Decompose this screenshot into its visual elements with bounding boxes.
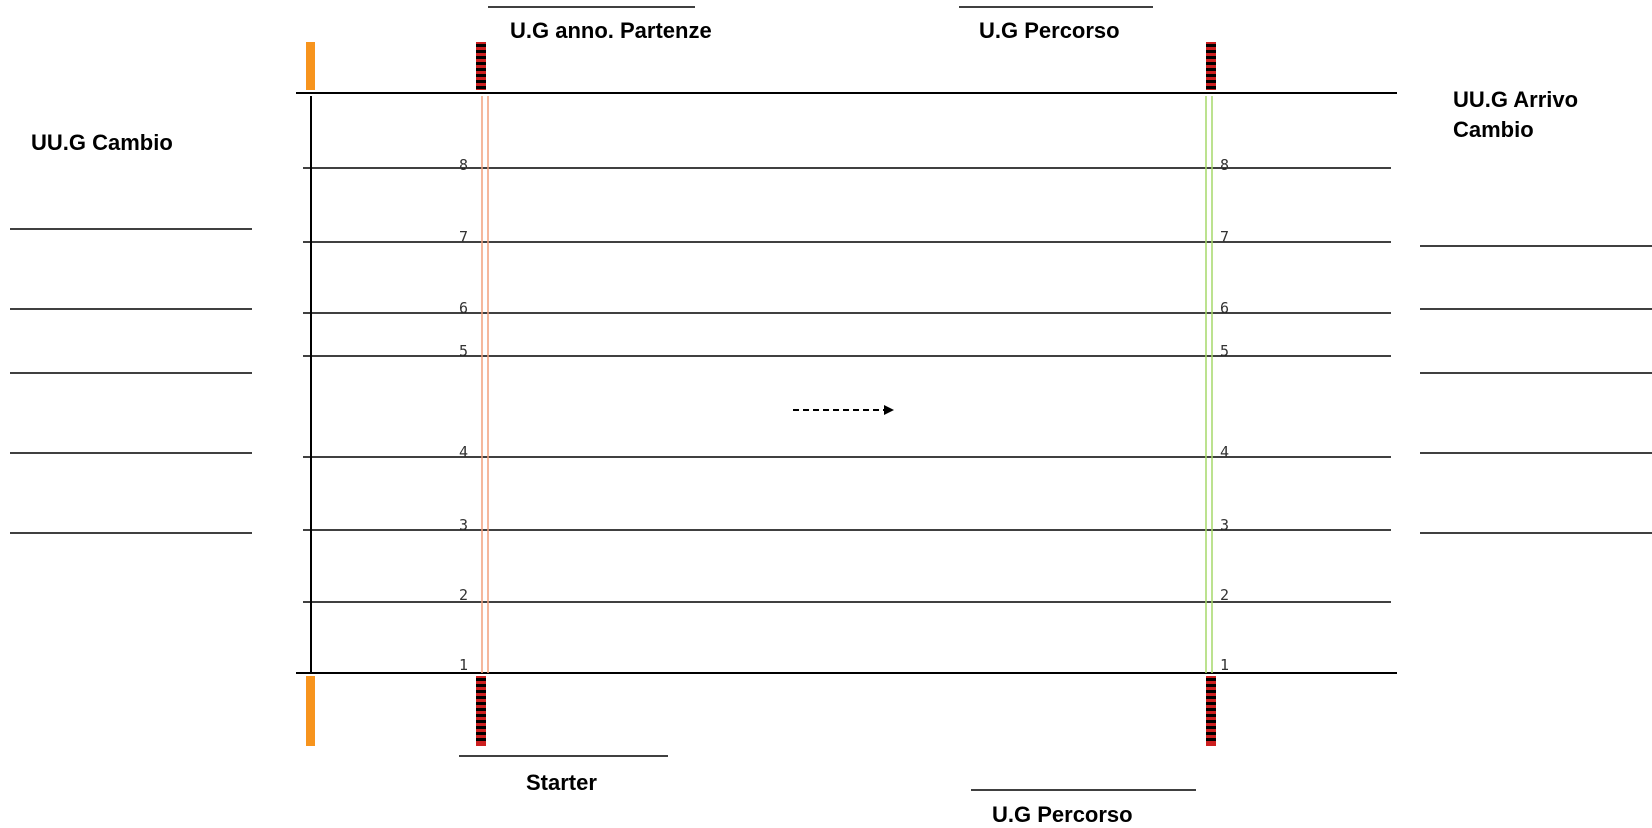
lane-number-finish: 8 (1220, 156, 1229, 174)
lane-number-start: 4 (459, 443, 468, 461)
lane-number-start: 2 (459, 586, 468, 604)
orange-post-icon (306, 676, 315, 746)
lane-number-finish: 6 (1220, 299, 1229, 317)
lane-number-start: 8 (459, 156, 468, 174)
lane-number-start: 5 (459, 342, 468, 360)
label-arrival-line1: UU.G Arrivo (1453, 87, 1578, 112)
lane-number-start: 3 (459, 516, 468, 534)
label-starter: Starter (526, 770, 597, 795)
lane-number-finish: 5 (1220, 342, 1229, 360)
lane-number-finish: 1 (1220, 656, 1229, 674)
lane-number-finish: 7 (1220, 228, 1229, 246)
striped-flag-icon (476, 676, 486, 746)
label-course-bottom: U.G Percorso (992, 802, 1133, 827)
label-announcer: U.G anno. Partenze (510, 18, 712, 43)
label-arrival-line2: Cambio (1453, 117, 1534, 142)
striped-flag-icon (1206, 42, 1216, 90)
striped-flag-icon (476, 42, 486, 90)
label-exchange-left: UU.G Cambio (31, 130, 173, 155)
lane-number-start: 6 (459, 299, 468, 317)
lane-number-start: 7 (459, 228, 468, 246)
orange-post-icon (306, 42, 315, 90)
label-course-top: U.G Percorso (979, 18, 1120, 43)
lane-number-finish: 3 (1220, 516, 1229, 534)
lane-number-finish: 2 (1220, 586, 1229, 604)
lane-number-finish: 4 (1220, 443, 1229, 461)
striped-flag-icon (1206, 676, 1216, 746)
direction-arrow-icon (793, 405, 894, 415)
lane-number-start: 1 (459, 656, 468, 674)
